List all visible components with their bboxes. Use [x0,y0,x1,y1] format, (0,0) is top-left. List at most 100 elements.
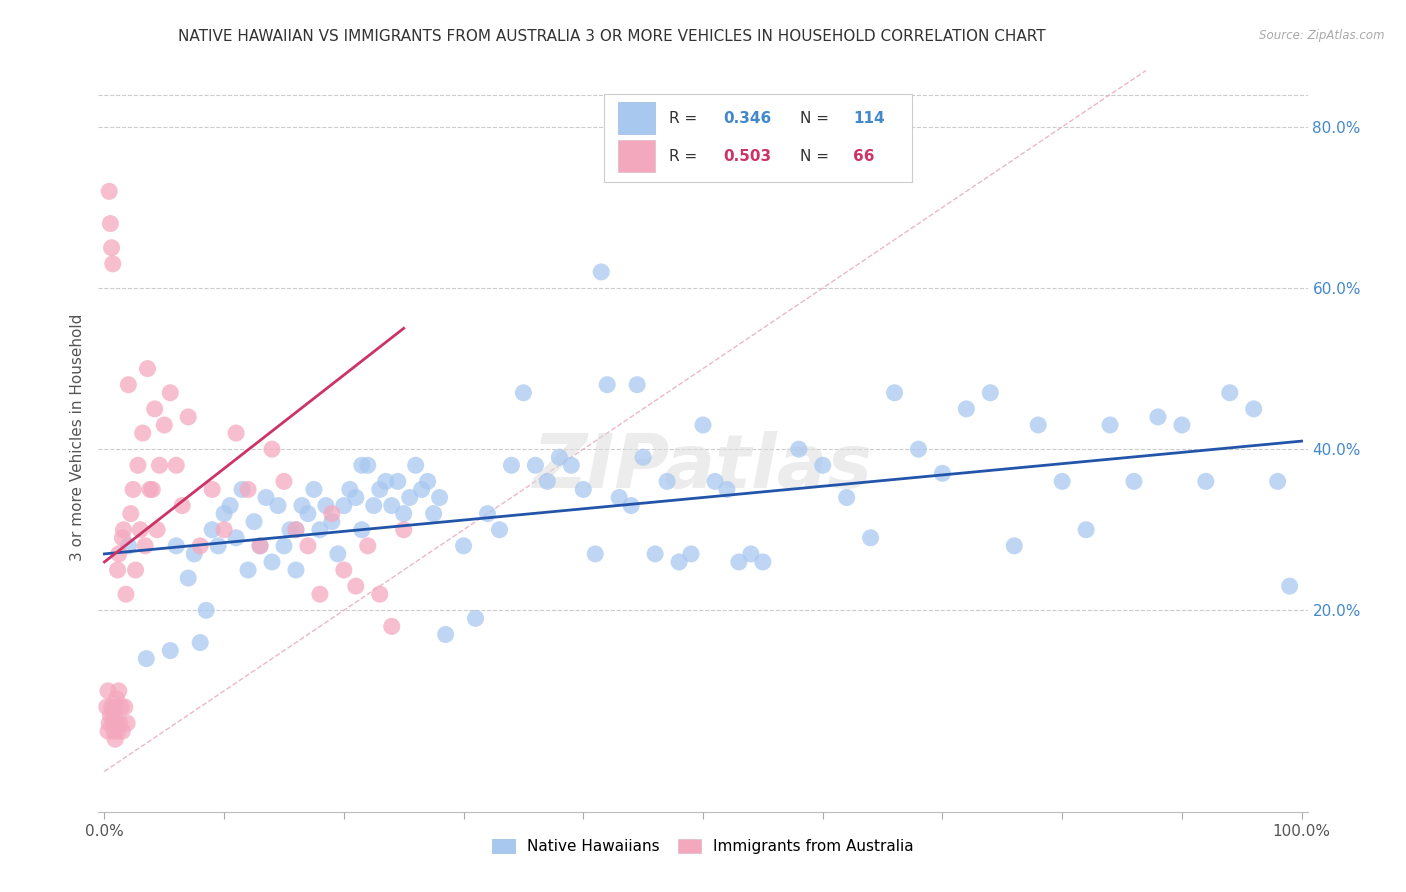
Point [501,458,523,473]
Text: ZIPatlas: ZIPatlas [533,431,873,504]
Point [104,732,127,747]
Point [96,700,118,714]
Point [1219,385,1241,400]
Point [107,563,129,577]
Point [110,700,132,714]
Point [124,563,146,577]
Point [453,539,475,553]
Point [591,265,613,279]
Text: Source: ZipAtlas.com: Source: ZipAtlas.com [1260,29,1385,42]
Text: 0.346: 0.346 [724,112,772,126]
Point [177,571,200,585]
Point [273,539,295,553]
Point [464,611,486,625]
Point [225,531,247,545]
Point [344,579,367,593]
Point [931,467,953,481]
Text: 66: 66 [853,149,875,164]
Point [219,499,242,513]
Point [811,458,834,473]
Point [644,547,666,561]
Point [112,523,135,537]
Point [344,491,367,505]
Point [183,547,205,561]
Point [291,499,314,513]
Point [883,385,905,400]
Point [339,483,361,497]
Point [368,483,391,497]
Point [111,531,134,545]
Point [422,507,444,521]
Point [273,475,295,489]
Text: 114: 114 [853,112,884,126]
Point [260,555,283,569]
Point [596,377,619,392]
Point [97,684,120,698]
Point [105,716,128,731]
Point [321,507,343,521]
Point [488,523,510,537]
Point [357,539,380,553]
Text: R =: R = [669,149,702,164]
Point [284,523,307,537]
Point [97,724,120,739]
Point [117,377,139,392]
Point [704,475,727,489]
Point [143,401,166,416]
Point [132,425,155,440]
Point [1123,475,1146,489]
Text: NATIVE HAWAIIAN VS IMMIGRANTS FROM AUSTRALIA 3 OR MORE VEHICLES IN HOUSEHOLD COR: NATIVE HAWAIIAN VS IMMIGRANTS FROM AUSTR… [177,29,1046,44]
Point [350,523,373,537]
Point [120,507,142,521]
Point [416,475,439,489]
Point [387,475,409,489]
Point [177,409,200,424]
Point [381,619,404,633]
Point [105,692,128,706]
Point [859,531,882,545]
Point [122,483,145,497]
Point [1026,417,1049,432]
Point [195,603,218,617]
Point [267,499,290,513]
Point [284,563,307,577]
Point [98,185,121,199]
Point [129,523,152,537]
Point [429,491,451,505]
Point [103,724,125,739]
Point [620,499,643,513]
Point [374,475,396,489]
Point [297,507,319,521]
Point [107,724,129,739]
Point [284,523,307,537]
Point [350,458,373,473]
Point [165,458,187,473]
Text: N =: N = [800,112,834,126]
Point [333,499,356,513]
Point [201,523,224,537]
Point [398,491,420,505]
Point [236,483,259,497]
Point [136,361,159,376]
Point [381,499,404,513]
Point [1195,475,1218,489]
Point [434,627,457,641]
Point [243,515,266,529]
Point [363,499,385,513]
Point [148,458,170,473]
Point [103,708,125,723]
Point [631,450,654,465]
Point [111,724,134,739]
Point [1267,475,1289,489]
Point [787,442,810,457]
Point [249,539,271,553]
FancyBboxPatch shape [619,140,655,172]
FancyBboxPatch shape [619,103,655,134]
Point [716,483,738,497]
Point [165,539,187,553]
Point [357,458,380,473]
Point [626,377,648,392]
FancyBboxPatch shape [603,94,912,182]
Point [752,555,775,569]
Point [392,507,415,521]
